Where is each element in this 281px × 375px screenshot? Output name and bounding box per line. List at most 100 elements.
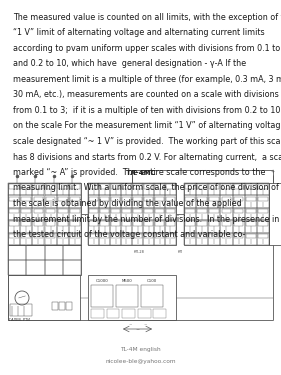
Bar [8,195,20,208]
Bar [20,208,32,220]
Bar [99,208,110,220]
Bar [234,209,244,213]
Bar [222,209,231,213]
Bar [88,275,176,320]
Bar [166,209,175,213]
Bar [185,196,195,201]
Bar [100,196,109,201]
Bar [185,209,195,213]
Bar [21,209,31,213]
Bar [44,208,57,220]
Text: measurement limit is a multiple of three (for example, 0.3 mA, 3 mA,: measurement limit is a multiple of three… [13,75,281,84]
Text: measuring limit.  With a uniform scale, the price of one division of: measuring limit. With a uniform scale, t… [13,183,279,192]
Bar [166,184,175,189]
Bar [208,195,220,208]
Bar [165,232,176,245]
Text: scale designated “~ 1 V” is provided.  The working part of this scale: scale designated “~ 1 V” is provided. Th… [13,137,281,146]
Bar [154,232,165,245]
Bar [33,184,43,189]
Bar [165,220,176,232]
Bar [111,184,120,189]
Bar [196,232,208,245]
Bar [89,196,98,201]
Bar [258,196,268,201]
Bar [185,222,195,226]
Bar [166,234,175,238]
Bar [143,183,154,195]
Bar [137,309,151,318]
Text: and 0.2 to 10, which have  general designation - γ-A If the: and 0.2 to 10, which have general design… [13,60,246,69]
Bar [70,196,80,201]
Bar [58,196,68,201]
Bar [57,208,69,220]
Bar [245,195,257,208]
Bar [245,183,257,195]
Bar [8,260,26,275]
Text: has 8 divisions and starts from 0.2 V. For alternating current,  a scale: has 8 divisions and starts from 0.2 V. F… [13,153,281,162]
Bar [166,222,175,226]
Bar [197,234,207,238]
Bar [32,183,44,195]
Bar [9,184,19,189]
Bar [155,184,164,189]
Bar [165,183,176,195]
Bar [59,302,65,310]
Bar [8,183,81,245]
Bar [133,196,142,201]
Bar [57,195,69,208]
Bar [122,196,131,201]
Text: КЛ-28: КЛ-28 [134,250,145,254]
Bar [58,209,68,213]
Bar [63,260,81,275]
Bar [52,302,58,310]
Bar [210,209,219,213]
Text: C1000: C1000 [96,279,108,284]
Bar [63,245,81,260]
Bar [88,195,99,208]
Bar [88,183,176,245]
Bar [8,245,81,275]
Text: 30 mA, etc.), measurements are counted on a scale with divisions: 30 mA, etc.), measurements are counted o… [13,90,279,99]
Bar [57,220,69,232]
Bar [184,183,269,245]
Bar [245,208,257,220]
Bar [57,232,69,245]
Bar [258,209,268,213]
Bar [246,209,256,213]
Bar [197,196,207,201]
Bar [20,195,32,208]
Bar [8,232,20,245]
Bar [257,220,269,232]
Bar [32,232,44,245]
Bar [258,184,268,189]
Bar [184,220,196,232]
Bar [99,220,110,232]
Bar [155,209,164,213]
Bar [185,184,195,189]
Bar [143,220,154,232]
Bar [9,209,19,213]
Bar [197,184,207,189]
Bar [246,234,256,238]
Bar [8,183,20,195]
Bar [21,196,31,201]
Bar [258,234,268,238]
Bar [99,195,110,208]
Bar [111,222,120,226]
Bar [69,183,81,195]
Bar [144,196,153,201]
Bar [21,234,31,238]
Text: The measured value is counted on all limits, with the exception of the: The measured value is counted on all lim… [13,13,281,22]
Bar [155,234,164,238]
Bar [99,183,110,195]
Bar [44,220,57,232]
Bar [8,245,26,260]
Bar [234,234,244,238]
Bar [116,285,138,307]
Bar [234,222,244,226]
Bar [44,245,63,260]
Text: +: + [271,169,275,174]
Bar [222,196,231,201]
Bar [44,183,57,195]
Bar [154,183,165,195]
